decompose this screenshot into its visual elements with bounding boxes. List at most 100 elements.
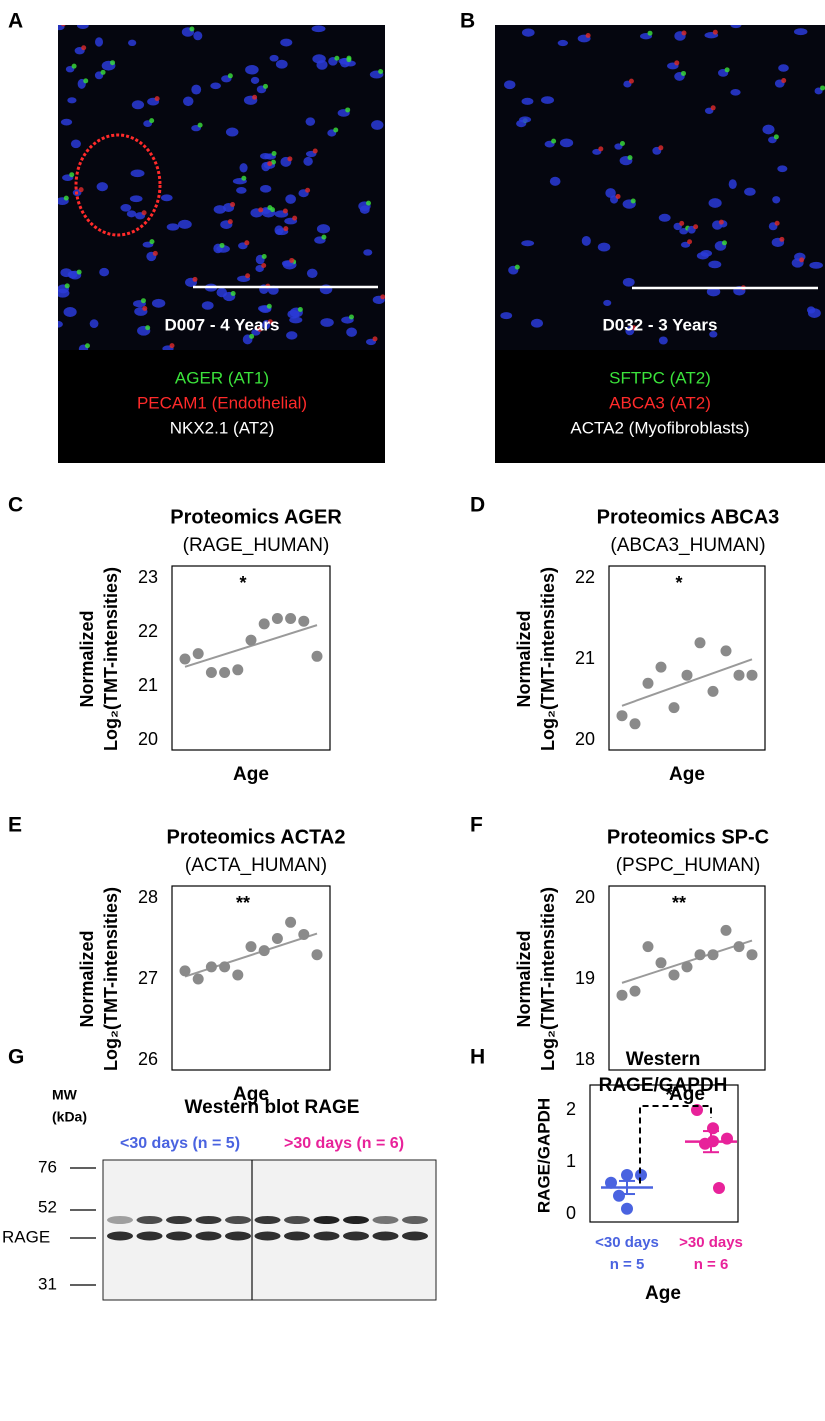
data-point [245,634,257,646]
stain [346,57,352,63]
data-point [720,645,732,657]
stain [737,20,742,25]
micrograph-detail [500,20,825,345]
data-point [733,941,745,953]
chart-title: Proteomics ABCA3 [597,506,780,528]
stain [230,201,236,207]
y-tick-label: 21 [575,648,595,668]
stain [345,107,351,113]
mw-marker: RAGE [2,1227,50,1246]
y-tick-label: 28 [138,887,158,907]
data-point [746,669,758,681]
data-point [746,949,758,961]
y-tick-label: 22 [138,621,158,641]
stain [773,134,779,140]
data-point [655,661,667,673]
nucleus [359,205,370,214]
panel-label: F [470,814,483,837]
nucleus [312,54,326,64]
nucleus [597,242,611,252]
y-axis-label: Log₂(TMT-intensities) [538,887,558,1071]
band [195,1216,222,1224]
nucleus [500,312,513,320]
nucleus [809,261,823,269]
nucleus [183,96,194,107]
group-label: >30 days (n = 6) [284,1135,404,1152]
nucleus [696,252,709,260]
data-point [707,1122,719,1135]
nucleus [559,138,574,148]
data-point [629,718,641,730]
band [402,1216,428,1224]
stain [305,187,311,193]
blot-title: Western blot RAGE [185,1097,360,1118]
nucleus [70,139,81,149]
stain [289,257,295,263]
nucleus [166,223,180,231]
stain [71,63,77,69]
stain [779,236,785,242]
stain [631,325,637,331]
stain [619,140,625,146]
nucleus [762,124,775,135]
significance: ** [236,893,250,913]
stain [189,26,195,32]
stain [724,67,730,73]
nucleus [530,318,544,328]
stain [287,156,293,162]
stain [674,60,680,66]
stain [681,30,687,36]
data-point [668,969,680,981]
chart-subtitle: (RAGE_HUMAN) [183,535,330,556]
y-tick-label: 20 [138,729,158,749]
band [372,1231,399,1241]
stain [799,257,805,263]
stain [718,219,724,225]
stain [61,25,66,27]
stain [267,205,273,211]
nucleus [60,118,73,126]
nucleus [658,213,671,222]
stain [244,240,250,246]
y-tick-label: 21 [138,675,158,695]
mw-label: (kDa) [52,1109,87,1125]
nucleus [622,277,635,287]
stain [321,234,327,240]
nucleus [709,330,718,338]
panel-label: C [8,494,23,517]
stain [241,175,247,181]
stain [141,210,147,216]
stain [110,60,116,66]
stain [378,69,384,75]
stain [76,269,82,275]
y-axis-label: Normalized [77,930,97,1027]
nucleus [58,320,63,328]
data-point [232,969,244,981]
stain [380,294,385,300]
panel-label: G [8,1046,24,1069]
nucleus [128,39,137,47]
nucleus [245,65,259,75]
stain-legend: ABCA3 (AT2) [609,393,711,412]
significance: ** [672,893,686,913]
data-point [311,949,323,961]
band [136,1231,163,1241]
mw-marker: 76 [38,1157,57,1176]
data-point [733,669,745,681]
nucleus [129,195,143,203]
stain [781,78,787,84]
y-tick-label: 20 [575,887,595,907]
nucleus [67,270,78,279]
y-axis-label: Normalized [77,610,97,707]
band [343,1231,369,1241]
data-point [635,1169,647,1181]
stain [372,336,378,342]
stain [627,155,633,161]
nucleus [346,327,357,337]
y-tick-label: 2 [566,1099,576,1119]
data-point [642,941,654,953]
vessel [74,133,162,237]
nucleus [708,260,722,269]
nucleus [193,31,203,41]
data-point [681,669,693,681]
